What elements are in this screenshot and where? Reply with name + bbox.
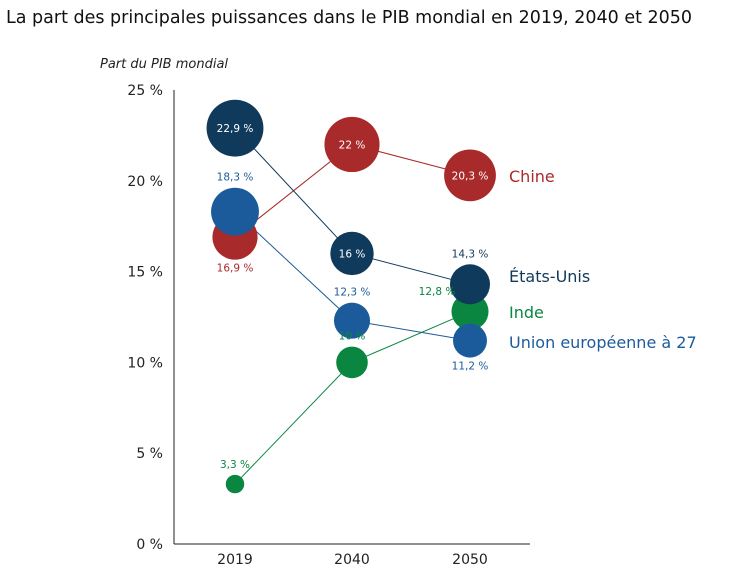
y-tick-label: 0 % xyxy=(136,537,163,553)
data-label: 10 % xyxy=(339,331,366,343)
x-tick-label: 2019 xyxy=(217,552,253,568)
y-tick-label: 20 % xyxy=(127,174,163,190)
data-label: 22 % xyxy=(339,139,366,151)
y-tick-label: 15 % xyxy=(127,265,163,281)
legend-entry: Chine xyxy=(509,167,555,186)
y-tick-label: 25 % xyxy=(127,83,163,99)
legend-entry: États-Unis xyxy=(509,267,590,286)
data-label: 16 % xyxy=(339,248,366,260)
data-point xyxy=(225,474,245,494)
data-label: 16,9 % xyxy=(217,263,254,275)
legend-entry: Inde xyxy=(509,303,544,322)
x-tick-label: 2050 xyxy=(452,552,488,568)
legend-entry: Union européenne à 27 xyxy=(509,333,697,352)
data-point xyxy=(444,149,496,202)
data-label: 20,3 % xyxy=(452,170,489,182)
data-label: 3,3 % xyxy=(220,459,250,471)
data-point xyxy=(453,323,487,358)
data-point xyxy=(330,231,374,276)
x-tick-label: 2040 xyxy=(334,552,370,568)
data-point xyxy=(451,293,489,331)
chart-title: La part des principales puissances dans … xyxy=(6,8,693,28)
y-axis-title: Part du PIB mondial xyxy=(100,57,228,72)
data-label: 22,9 % xyxy=(217,123,254,135)
data-point xyxy=(449,264,491,305)
y-tick-label: 10 % xyxy=(127,355,163,371)
data-label: 11,2 % xyxy=(452,361,489,373)
data-point xyxy=(211,187,259,236)
y-tick-label: 5 % xyxy=(136,446,163,462)
data-point xyxy=(336,346,368,379)
data-point xyxy=(324,116,380,173)
data-label: 18,3 % xyxy=(217,172,254,184)
data-label: 12,3 % xyxy=(334,287,371,299)
data-label: 14,3 % xyxy=(452,248,489,260)
data-label: 12,8 % xyxy=(419,286,456,298)
data-point xyxy=(206,99,264,157)
data-point xyxy=(333,302,371,339)
